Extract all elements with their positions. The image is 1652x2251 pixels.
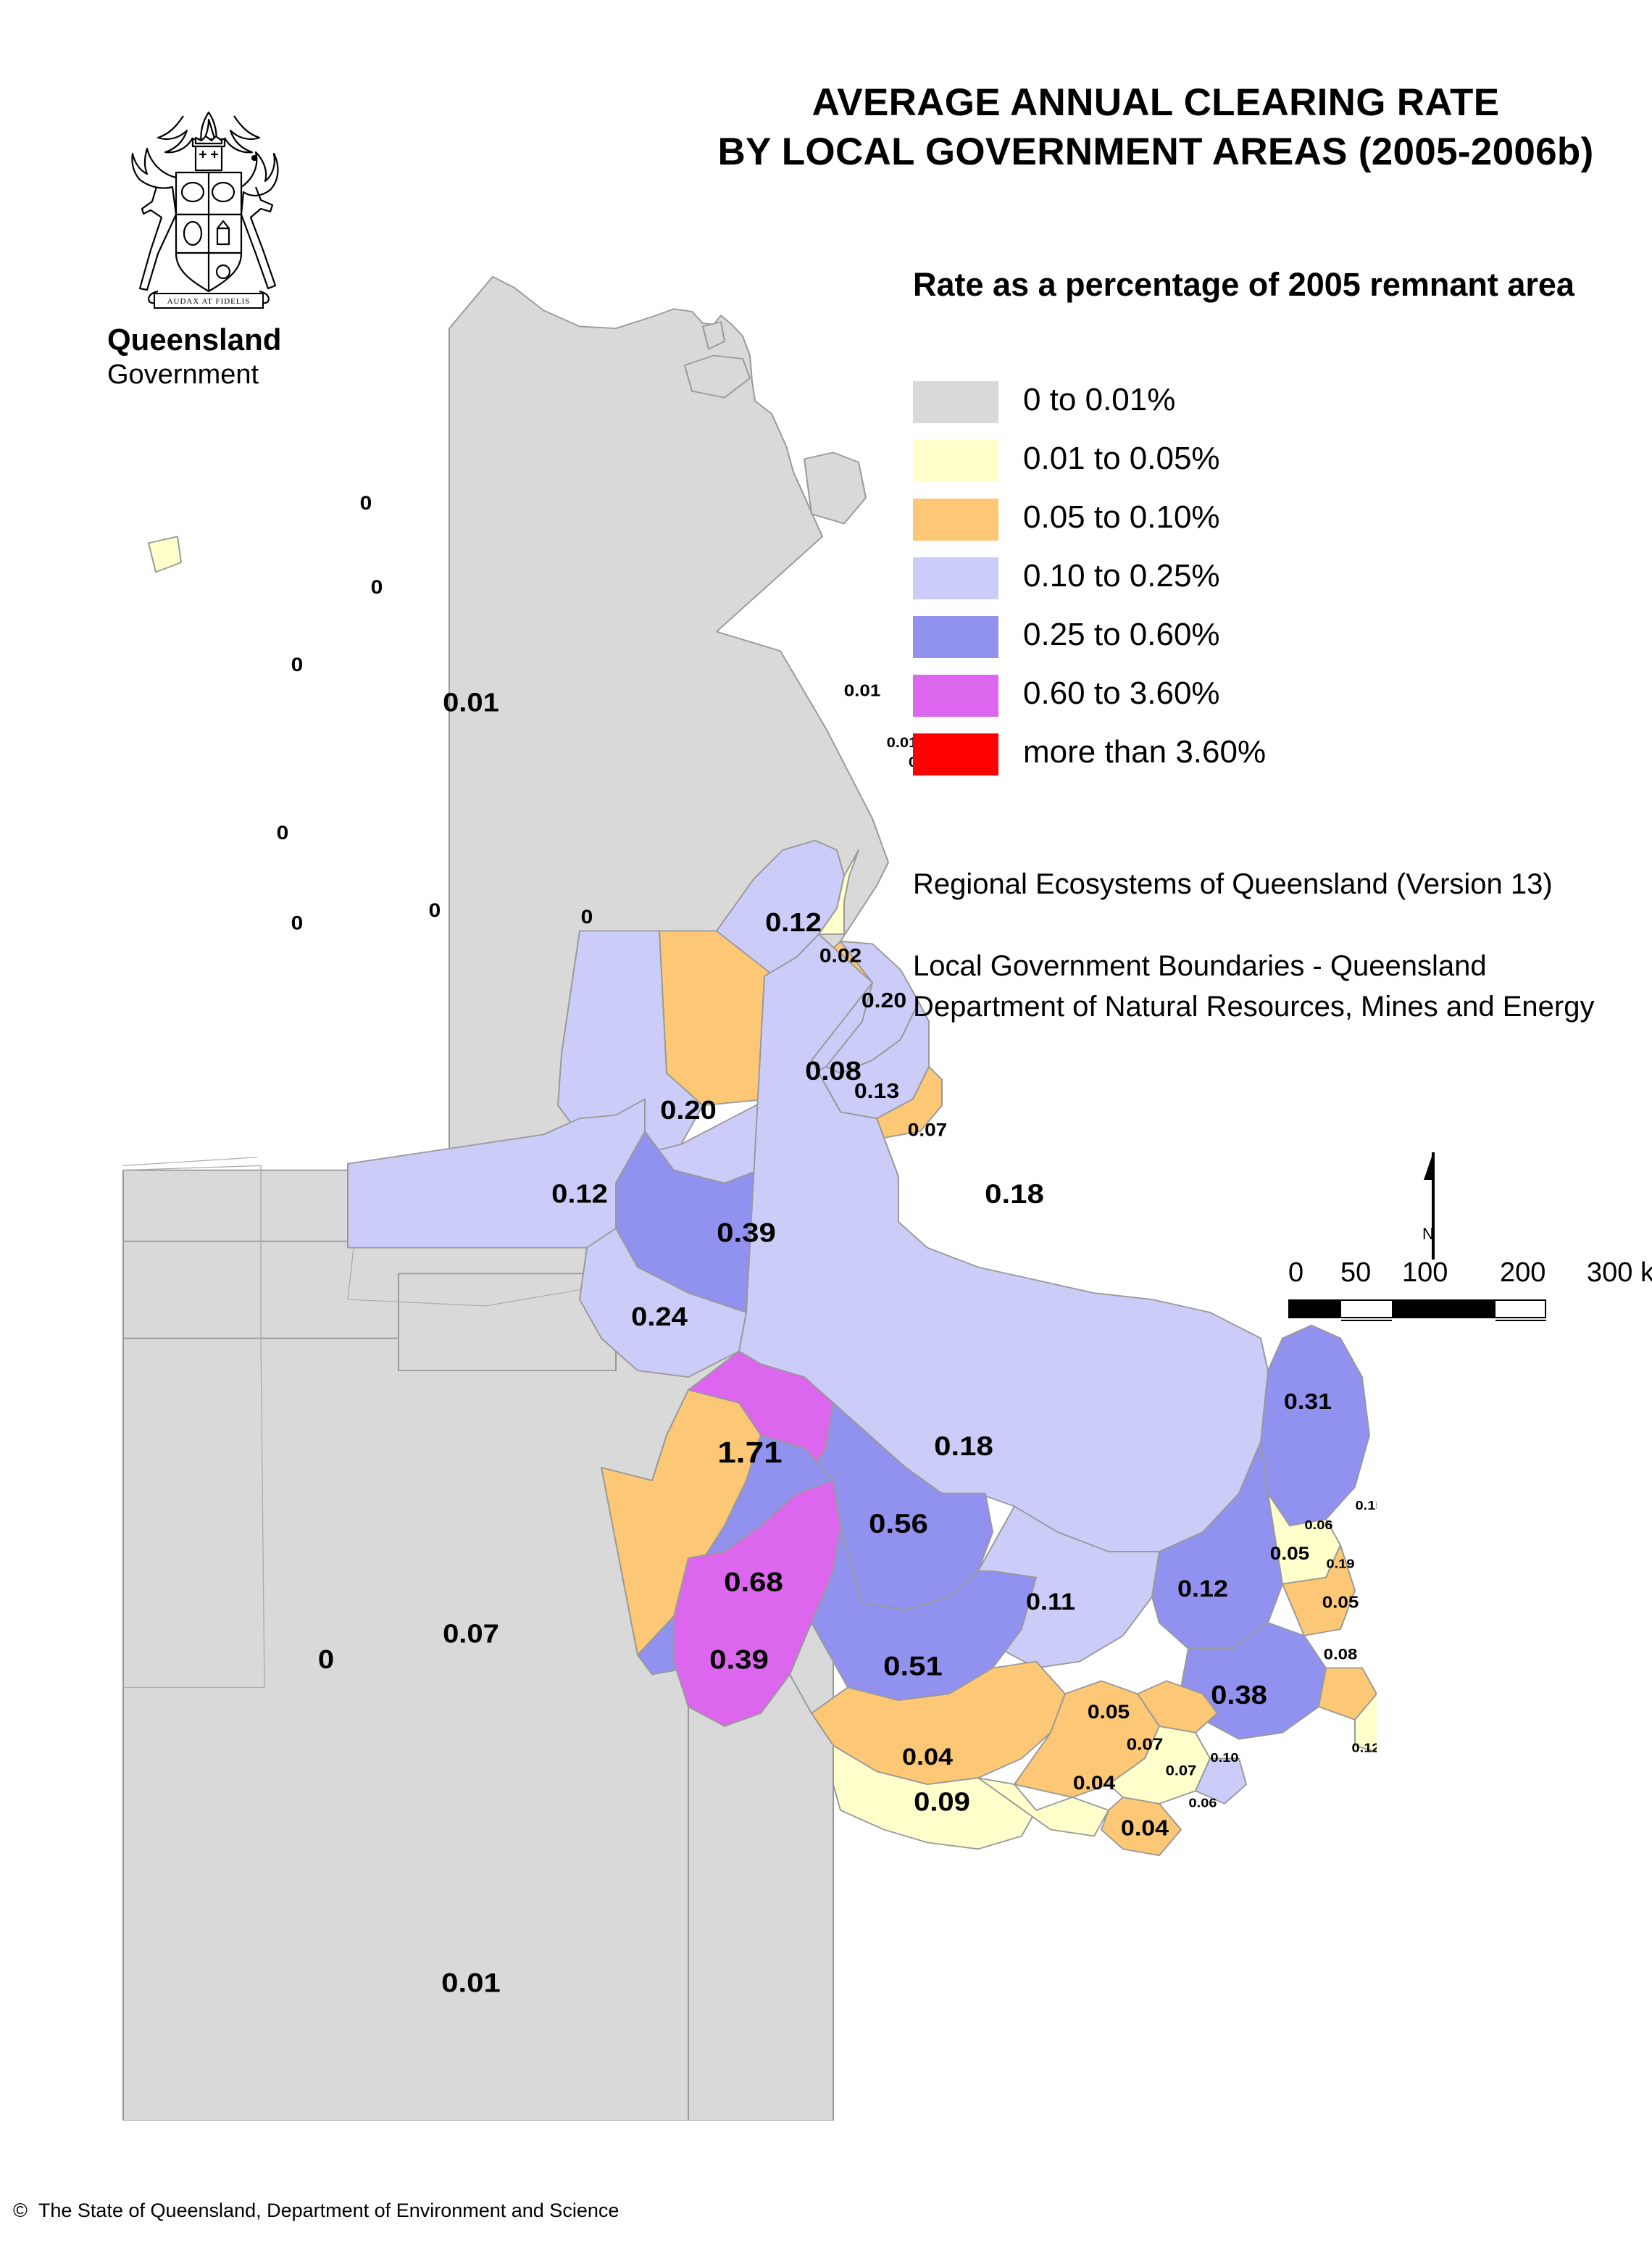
svg-text:N: N bbox=[1422, 1225, 1434, 1243]
